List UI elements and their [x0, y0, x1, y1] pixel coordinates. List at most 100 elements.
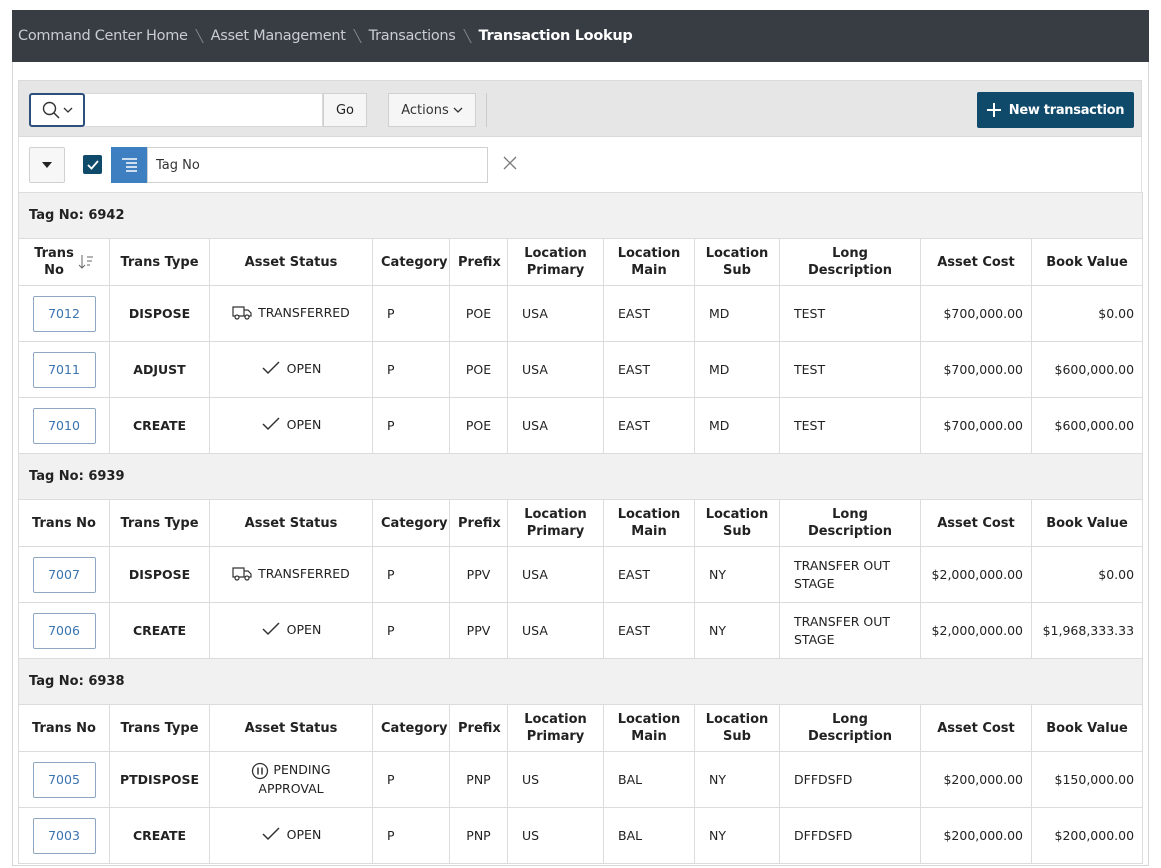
group-icon — [111, 147, 147, 183]
trans-no-link[interactable]: 7003 — [33, 818, 96, 854]
cell: DISPOSE — [110, 547, 210, 603]
cell: MD — [695, 398, 780, 454]
trans-no-link[interactable]: 7012 — [33, 296, 96, 332]
cell: 7005 — [19, 752, 110, 808]
description: TEST — [794, 417, 825, 435]
trans-no-link[interactable]: 7007 — [33, 557, 96, 593]
cell: POE — [450, 286, 508, 342]
cell: P — [373, 547, 450, 603]
new-transaction-button[interactable]: New transaction — [977, 92, 1134, 128]
cell: $200,000.00 — [1032, 808, 1143, 864]
header-text: Trans Type — [120, 255, 198, 270]
search-input[interactable] — [85, 93, 323, 127]
header-text: Trans No — [34, 245, 74, 279]
filter-field[interactable]: Tag No — [147, 147, 488, 183]
pause-icon — [251, 762, 269, 780]
search-icon — [42, 101, 60, 119]
cell: EAST — [604, 286, 695, 342]
trans-type: CREATE — [133, 418, 186, 433]
cell-text: EAST — [618, 362, 650, 377]
column-header: Long Description — [780, 239, 921, 286]
crumb[interactable]: Command Center Home — [18, 28, 188, 44]
column-header: Book Value — [1032, 500, 1143, 547]
check — [87, 160, 99, 170]
column-header: Trans Type — [110, 705, 210, 752]
trans-no-link[interactable]: 7006 — [33, 613, 96, 649]
cell: EAST — [604, 398, 695, 454]
crumb[interactable]: Transactions — [369, 28, 456, 44]
status-text: TRANSFERRED — [258, 566, 350, 581]
cell: EAST — [604, 603, 695, 659]
column-header: Location Main — [604, 500, 695, 547]
crumb-current: Transaction Lookup — [479, 28, 633, 44]
divider — [486, 93, 487, 127]
trans-no-link[interactable]: 7005 — [33, 762, 96, 798]
cell-text: $1,968,333.33 — [1043, 623, 1134, 638]
header-text: Asset Cost — [937, 516, 1015, 531]
trans-no-link[interactable]: 7010 — [33, 408, 96, 444]
group-label: Tag No: 6939 — [19, 454, 1143, 500]
cell-text: P — [387, 623, 395, 638]
group-label: Tag No: 6938 — [19, 659, 1143, 705]
check-icon — [261, 360, 281, 376]
cell-text: USA — [522, 418, 548, 433]
cell-text: PNP — [466, 828, 490, 843]
crumb[interactable]: Asset Management — [211, 28, 346, 44]
status-text: OPEN — [287, 622, 322, 637]
go-button[interactable]: Go — [323, 93, 367, 127]
header-text: Asset Status — [245, 516, 338, 531]
cell-text: P — [387, 362, 395, 377]
cell: OPEN — [210, 398, 373, 454]
check-icon — [261, 416, 281, 432]
actions-button[interactable]: Actions — [388, 93, 476, 127]
cell: $700,000.00 — [921, 398, 1032, 454]
header-text: Location Primary — [524, 246, 587, 278]
toolbar: Go Actions New transaction — [18, 80, 1142, 137]
cell-text: BAL — [618, 772, 642, 787]
trans-type: DISPOSE — [129, 567, 190, 582]
column-header[interactable]: Trans No — [19, 239, 110, 286]
breadcrumb-bar: Command Center Home Asset Management Tra… — [12, 10, 1149, 62]
column-header: Asset Status — [210, 500, 373, 547]
header-text: Book Value — [1046, 255, 1128, 270]
check-icon — [261, 621, 281, 637]
cell-text: P — [387, 567, 395, 582]
remove-filter[interactable] — [503, 156, 517, 170]
filter-checkbox[interactable] — [83, 155, 102, 174]
header-text: Location Sub — [706, 507, 769, 539]
cell: USA — [508, 603, 604, 659]
cell: TRANSFER OUT STAGE — [780, 547, 921, 603]
header-text: Trans Type — [120, 721, 198, 736]
cell-text: $2,000,000.00 — [932, 623, 1023, 638]
cell: 7011 — [19, 342, 110, 398]
report-table: Tag No: 6942Trans NoTrans TypeAsset Stat… — [18, 192, 1143, 864]
cell-text: EAST — [618, 306, 650, 321]
header-text: Location Primary — [524, 507, 587, 539]
header-text: Asset Status — [245, 721, 338, 736]
data-row: 7012DISPOSETRANSFERREDPPOEUSAEASTMDTEST$… — [19, 286, 1143, 342]
cell: DFFDSFD — [780, 808, 921, 864]
trans-type: DISPOSE — [129, 306, 190, 321]
column-header: Book Value — [1032, 239, 1143, 286]
cell-text: BAL — [618, 828, 642, 843]
triangle — [42, 161, 52, 169]
cell: DFFDSFD — [780, 752, 921, 808]
cell: 7006 — [19, 603, 110, 659]
column-header: Long Description — [780, 500, 921, 547]
search-column-button[interactable] — [29, 93, 85, 127]
cell: $600,000.00 — [1032, 398, 1143, 454]
cell-text: $700,000.00 — [943, 306, 1023, 321]
cell: CREATE — [110, 603, 210, 659]
column-header: Asset Status — [210, 239, 373, 286]
data-row: 7003CREATEOPENPPNPUSBALNYDFFDSFD$200,000… — [19, 808, 1143, 864]
collapse-button[interactable] — [29, 147, 65, 183]
cell-text: POE — [466, 306, 491, 321]
cell: P — [373, 752, 450, 808]
cell-text: NY — [709, 567, 726, 582]
column-header: Book Value — [1032, 705, 1143, 752]
status-text: OPEN — [287, 361, 322, 376]
trans-no-link[interactable]: 7011 — [33, 352, 96, 388]
cell: $2,000,000.00 — [921, 603, 1032, 659]
header-text: Category — [381, 255, 447, 270]
column-header: Location Main — [604, 705, 695, 752]
